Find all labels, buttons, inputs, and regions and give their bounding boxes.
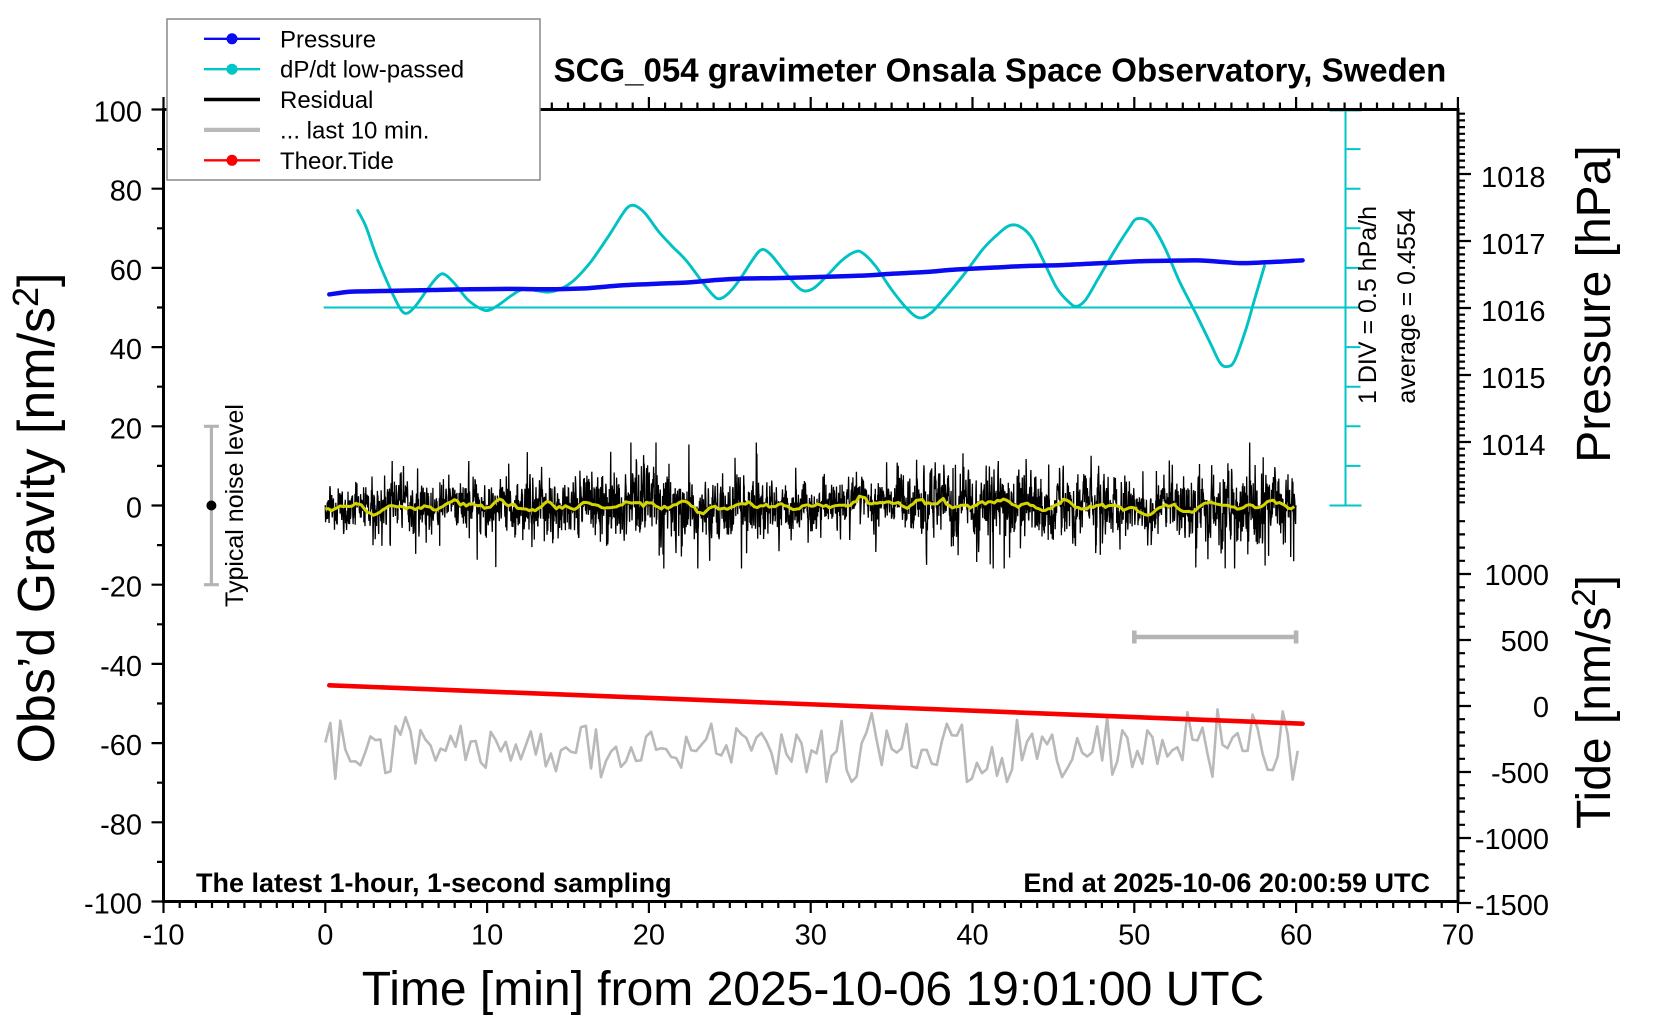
svg-text:-40: -40 [100,651,142,683]
svg-text:1 DIV = 0.5 hPa/h: 1 DIV = 0.5 hPa/h [1354,206,1382,404]
svg-text:SCG_054 gravimeter Onsala Spac: SCG_054 gravimeter Onsala Space Observat… [554,52,1447,89]
svg-text:Pressure: Pressure [280,26,376,53]
svg-text:... last 10 min.: ... last 10 min. [280,117,429,144]
svg-text:60: 60 [1280,920,1312,952]
svg-text:0: 0 [1533,692,1549,724]
svg-text:20: 20 [633,920,665,952]
svg-text:Pressure [hPa]: Pressure [hPa] [1568,145,1621,462]
svg-text:-80: -80 [100,809,142,841]
svg-text:Time [min] from 2025-10-06 19:: Time [min] from 2025-10-06 19:01:00 UTC [362,963,1265,1016]
svg-text:1018: 1018 [1481,162,1546,194]
svg-text:60: 60 [110,255,142,287]
svg-text:average = 0.4554: average = 0.4554 [1393,208,1421,403]
svg-text:1015: 1015 [1481,363,1546,395]
svg-text:1017: 1017 [1481,229,1546,261]
svg-text:-500: -500 [1491,758,1549,790]
svg-text:-100: -100 [84,889,142,921]
svg-text:40: 40 [110,334,142,366]
svg-text:50: 50 [1118,920,1150,952]
svg-text:1000: 1000 [1484,560,1549,592]
svg-text:30: 30 [795,920,827,952]
svg-text:dP/dt low-passed: dP/dt low-passed [280,57,464,84]
svg-text:70: 70 [1442,920,1474,952]
svg-text:10: 10 [471,920,503,952]
svg-text:Residual: Residual [280,87,373,114]
svg-text:Theor.Tide: Theor.Tide [280,148,394,175]
svg-text:40: 40 [956,920,988,952]
svg-text:1016: 1016 [1481,296,1546,328]
svg-text:-1000: -1000 [1475,824,1549,856]
svg-text:-60: -60 [100,730,142,762]
svg-text:0: 0 [317,920,333,952]
svg-text:100: 100 [94,97,142,129]
svg-text:-1500: -1500 [1475,890,1549,922]
svg-text:End at 2025-10-06 20:00:59 UTC: End at 2025-10-06 20:00:59 UTC [1023,868,1430,898]
svg-text:-10: -10 [143,920,185,952]
svg-text:The latest 1-hour, 1-second sa: The latest 1-hour, 1-second sampling [196,868,672,898]
svg-text:Typical noise level: Typical noise level [221,404,249,607]
svg-text:Tide [nm/s2]: Tide [nm/s2] [1565,575,1621,829]
svg-text:Obs’d Gravity [nm/s2]: Obs’d Gravity [nm/s2] [5,272,66,763]
svg-text:80: 80 [110,176,142,208]
svg-text:-20: -20 [100,572,142,604]
svg-text:20: 20 [110,413,142,445]
svg-text:500: 500 [1501,626,1549,658]
svg-text:0: 0 [126,493,142,525]
svg-text:1014: 1014 [1481,430,1546,462]
